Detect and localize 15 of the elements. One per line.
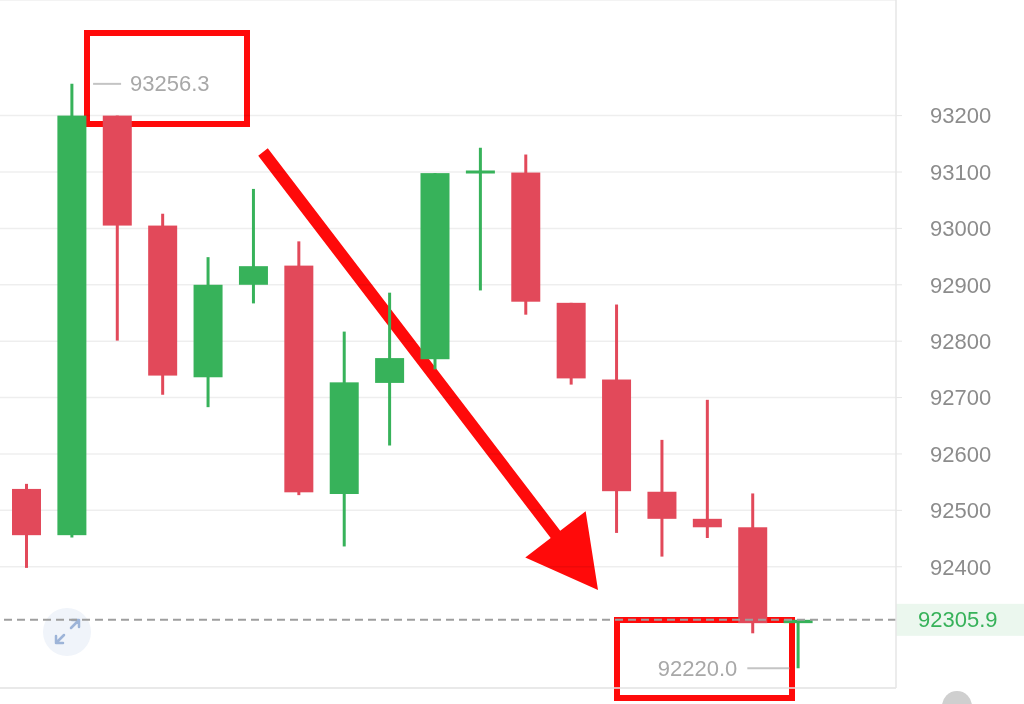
y-tick-label: 92900 [930,272,992,298]
annotation: 92220.0 [657,655,738,681]
y-tick-label: 93100 [930,159,992,185]
y-tick-label: 92500 [930,498,992,524]
candlestick [692,398,722,538]
y-tick-label: 92400 [930,554,992,580]
candlestick [465,147,495,291]
ref-line-label: 92305.9 [918,607,998,633]
y-tick-label: 92800 [930,328,992,354]
candlestick [238,187,268,304]
annotation: 93256.3 [130,71,210,97]
y-tick-label: 93200 [930,103,992,129]
y-tick-label: 92700 [930,385,992,411]
y-tick-label: 92600 [930,441,992,467]
y-tick-label: 93000 [930,216,992,242]
